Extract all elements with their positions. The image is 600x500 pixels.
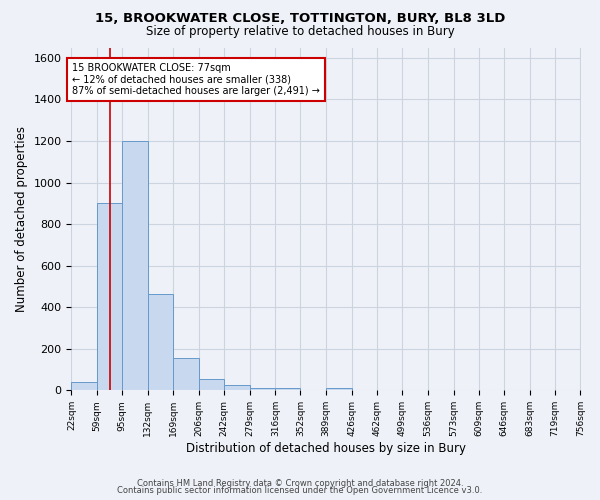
Bar bbox=[199, 379, 224, 390]
Bar bbox=[71, 382, 97, 390]
Bar bbox=[326, 388, 352, 390]
Text: 15 BROOKWATER CLOSE: 77sqm
← 12% of detached houses are smaller (338)
87% of sem: 15 BROOKWATER CLOSE: 77sqm ← 12% of deta… bbox=[72, 63, 320, 96]
Bar bbox=[250, 388, 275, 390]
Text: Size of property relative to detached houses in Bury: Size of property relative to detached ho… bbox=[146, 25, 454, 38]
Bar bbox=[173, 358, 199, 390]
Text: 15, BROOKWATER CLOSE, TOTTINGTON, BURY, BL8 3LD: 15, BROOKWATER CLOSE, TOTTINGTON, BURY, … bbox=[95, 12, 505, 26]
Bar bbox=[275, 388, 300, 390]
Bar bbox=[224, 384, 250, 390]
Bar bbox=[122, 141, 148, 390]
Text: Contains public sector information licensed under the Open Government Licence v3: Contains public sector information licen… bbox=[118, 486, 482, 495]
Y-axis label: Number of detached properties: Number of detached properties bbox=[15, 126, 28, 312]
X-axis label: Distribution of detached houses by size in Bury: Distribution of detached houses by size … bbox=[186, 442, 466, 455]
Bar bbox=[148, 294, 173, 390]
Text: Contains HM Land Registry data © Crown copyright and database right 2024.: Contains HM Land Registry data © Crown c… bbox=[137, 478, 463, 488]
Bar bbox=[97, 204, 122, 390]
